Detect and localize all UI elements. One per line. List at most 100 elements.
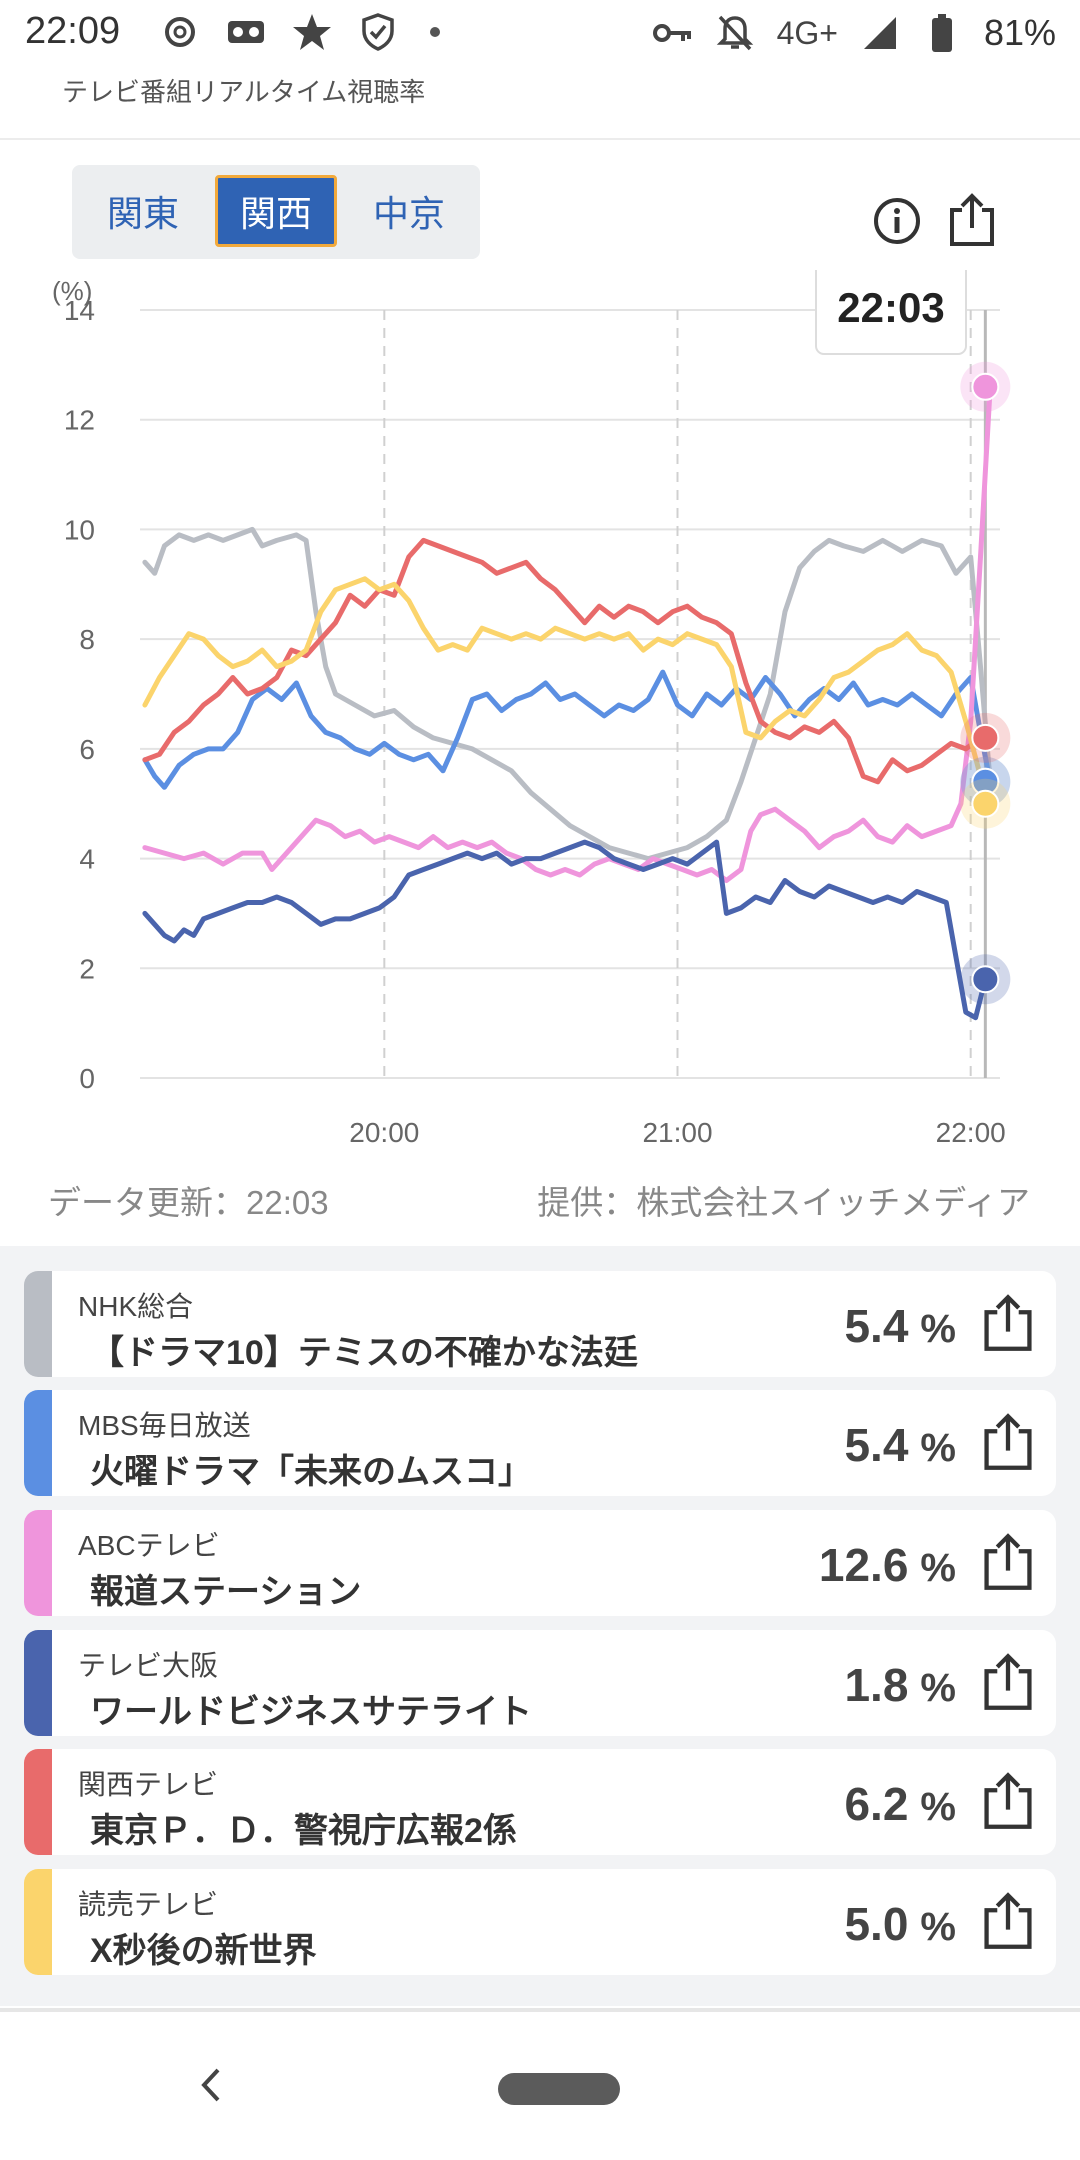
bell-off-icon — [715, 13, 755, 53]
rating-value: 5.0% — [844, 1897, 956, 1951]
program-card-abc[interactable]: ABCテレビ 報道ステーション 12.6% — [24, 1510, 1056, 1616]
battery-icon — [922, 13, 962, 53]
program-card-ytv[interactable]: 読売テレビ X秒後の新世界 5.0% — [24, 1869, 1056, 1975]
region-tabs: 関東 関西 中京 — [72, 165, 480, 259]
star-icon — [292, 12, 332, 52]
nav-home-handle[interactable] — [498, 2073, 620, 2105]
station-name: 関西テレビ — [78, 1769, 219, 1800]
y-tick-label: 0 — [79, 1063, 95, 1094]
series-line-1 — [142, 669, 993, 790]
y-axis-label: (%) — [52, 276, 92, 306]
program-title: X秒後の新世界 — [90, 1932, 317, 1970]
share-button[interactable] — [980, 1532, 1036, 1592]
x-tick-label: 21:00 — [642, 1117, 712, 1148]
y-tick-label: 6 — [79, 734, 95, 765]
program-card-ktv[interactable]: 関西テレビ 東京Ｐ．Ｄ．警視庁広報2係 6.2% — [24, 1749, 1056, 1855]
cursor-tooltip-time: 22:03 — [837, 284, 944, 331]
rating-value: 6.2% — [844, 1777, 956, 1831]
ratings-chart-svg: (%)14 12 10 8 6 4 2 0 20:00 21:00 22:00 22:03 — [52, 261, 1011, 1148]
rating-unit: % — [920, 1426, 956, 1470]
shield-icon — [358, 12, 398, 52]
program-title: ワールドビジネスサテライト — [90, 1693, 532, 1731]
station-name: 読売テレビ — [78, 1889, 219, 1920]
notification-icons — [160, 12, 440, 52]
x-tick-label: 22:00 — [936, 1117, 1006, 1148]
program-title: 東京Ｐ．Ｄ．警視庁広報2係 — [90, 1812, 517, 1850]
header-divider — [0, 138, 1080, 140]
y-tick-label: 12 — [64, 405, 95, 436]
rating-unit: % — [920, 1307, 956, 1351]
threads-icon — [160, 12, 200, 52]
system-icons: 4G+ 81% — [652, 12, 1056, 54]
share-button[interactable] — [980, 1412, 1036, 1472]
station-color-bar — [24, 1630, 52, 1736]
rating-unit: % — [920, 1546, 956, 1590]
rating-number: 5.4 — [844, 1419, 909, 1471]
nav-back-button[interactable] — [190, 2060, 230, 2110]
status-time: 22:09 — [25, 10, 121, 52]
rating-unit: % — [920, 1666, 956, 1710]
station-name: NHK総合 — [78, 1291, 194, 1322]
info-icon[interactable] — [872, 196, 922, 246]
key-icon — [652, 13, 693, 53]
station-name: MBS毎日放送 — [78, 1410, 251, 1441]
rating-unit: % — [920, 1905, 956, 1949]
tab-kanto[interactable]: 関東 — [106, 193, 179, 234]
program-title: 報道ステーション — [90, 1573, 362, 1611]
status-bar: 22:09 4G+ 81% — [0, 0, 1080, 72]
y-tick-label: 8 — [79, 624, 95, 655]
share-button[interactable] — [980, 1771, 1036, 1831]
signal-icon — [860, 13, 900, 53]
rating-number: 5.4 — [844, 1300, 909, 1352]
station-name: テレビ大阪 — [78, 1650, 219, 1681]
y-tick-label: 10 — [64, 514, 95, 545]
series-marker-5 — [971, 789, 1000, 818]
rating-number: 12.6 — [818, 1539, 909, 1591]
program-card-tvo[interactable]: テレビ大阪 ワールドビジネスサテライト 1.8% — [24, 1630, 1056, 1736]
y-tick-label: 4 — [79, 844, 95, 875]
tab-chukyo[interactable]: 中京 — [372, 193, 445, 234]
share-button[interactable] — [980, 1652, 1036, 1712]
station-color-bar — [24, 1749, 52, 1855]
series-line-5 — [142, 576, 993, 807]
series-marker-2 — [971, 372, 1000, 401]
app-title: テレビ番組リアルタイム視聴率 — [62, 77, 426, 107]
program-title: 【ドラマ10】テミスの不確かな法廷 — [90, 1334, 638, 1372]
more-notifications-dot-icon — [430, 27, 440, 37]
program-title: 火曜ドラマ「未来のムスコ」 — [90, 1453, 532, 1491]
share-chart-button[interactable] — [946, 192, 998, 248]
battery-percent: 81% — [983, 12, 1056, 53]
ratings-chart[interactable]: (%) 14 12 10 8 6 4 2 0 20:00 21:00 22:00 22:03 — [0, 261, 1080, 1150]
y-tick-label: 2 — [79, 953, 95, 984]
station-color-bar — [24, 1510, 52, 1616]
rating-number: 6.2 — [844, 1778, 909, 1830]
rating-unit: % — [920, 1785, 956, 1829]
program-card-mbs[interactable]: MBS毎日放送 火曜ドラマ「未来のムスコ」 5.4% — [24, 1390, 1056, 1496]
program-list: NHK総合 【ドラマ10】テミスの不確かな法廷 5.4% MBS毎日放送 火曜ド… — [0, 1246, 1080, 2006]
bottom-divider — [0, 2008, 1080, 2012]
y-tick-label: 14 — [64, 295, 95, 326]
voicemail-icon — [226, 12, 266, 52]
x-tick-label: 20:00 — [349, 1117, 419, 1148]
series-marker-3 — [971, 965, 1000, 994]
rating-value: 1.8% — [844, 1658, 956, 1712]
update-note: データ更新：22:03 — [48, 1184, 329, 1221]
rating-value: 5.4% — [844, 1299, 956, 1353]
program-card-nhk[interactable]: NHK総合 【ドラマ10】テミスの不確かな法廷 5.4% — [24, 1271, 1056, 1377]
series-line-0 — [142, 526, 993, 862]
series-marker-4 — [971, 723, 1000, 752]
share-button[interactable] — [980, 1891, 1036, 1951]
rating-number: 5.0 — [844, 1898, 909, 1950]
share-button[interactable] — [980, 1293, 1036, 1353]
station-color-bar — [24, 1390, 52, 1496]
tab-kansai[interactable]: 関西 — [215, 175, 337, 247]
rating-value: 5.4% — [844, 1418, 956, 1472]
station-color-bar — [24, 1271, 52, 1377]
provider-note: 提供：株式会社スイッチメディア — [537, 1184, 1030, 1221]
series-line-4 — [142, 537, 993, 785]
rating-number: 1.8 — [844, 1659, 909, 1711]
network-type: 4G+ — [776, 14, 838, 51]
station-color-bar — [24, 1869, 52, 1975]
rating-value: 12.6% — [819, 1538, 956, 1592]
series-line-3 — [142, 839, 988, 1021]
